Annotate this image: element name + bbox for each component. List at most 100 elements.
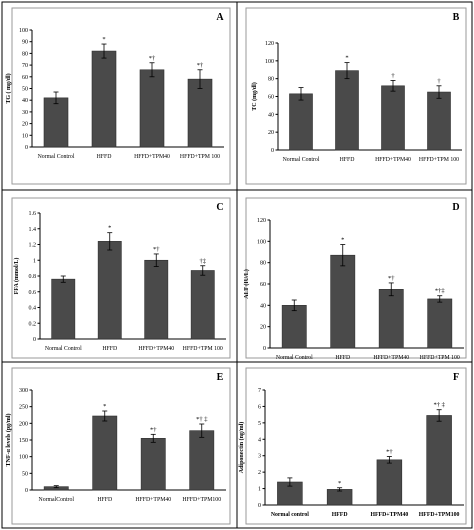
y-tick-label: 1.2 [29, 243, 37, 249]
y-axis-label: Adiponectin (ng/ml) [238, 422, 245, 474]
y-tick-label: 0.8 [29, 274, 37, 280]
bar [51, 278, 76, 340]
panel-label: A [216, 12, 224, 23]
y-tick-label: 100 [19, 28, 28, 34]
significance-marker: † [391, 72, 395, 79]
significance-marker: * [102, 36, 105, 43]
y-tick-label: 20 [22, 122, 28, 128]
significance-marker: * [338, 480, 341, 487]
significance-marker: *† [149, 55, 156, 62]
chart-panel-f: F 0 1 2 3 4 5 6 7 Adiponectin (ng/ml) Normal contr… [236, 361, 473, 529]
y-tick-label: 300 [19, 388, 28, 394]
y-axis-label: TNF-α levels (pg/ml) [5, 413, 12, 466]
x-tick-label: HFFD+TPM40 [138, 346, 174, 352]
bar [376, 459, 403, 506]
significance-marker: *† [150, 426, 157, 433]
bar [144, 259, 169, 340]
y-tick-label: 0 [25, 488, 28, 494]
y-tick-label: 0.6 [29, 290, 37, 296]
significance-marker: * [103, 403, 106, 410]
y-tick-label: 120 [265, 41, 274, 47]
x-tick-label: HFFD+TPM40 [373, 355, 409, 361]
plot-area [11, 367, 231, 525]
panel-label: C [216, 202, 223, 213]
y-tick-label: 0 [263, 346, 266, 352]
y-axis-label: FFA (mmol/L) [13, 258, 20, 295]
bar [91, 50, 117, 148]
y-tick-label: 0 [25, 145, 28, 151]
significance-marker: *†‡ [435, 288, 446, 295]
x-tick-label: HFFD+TPM 100 [420, 355, 460, 361]
y-tick-label: 0.4 [29, 306, 37, 312]
y-tick-label: 20 [268, 130, 274, 136]
y-tick-label: 100 [257, 239, 266, 245]
y-tick-label: 60 [22, 75, 28, 81]
y-axis-label: TC (mg/dl) [251, 82, 258, 111]
y-tick-label: 50 [22, 471, 28, 477]
y-tick-label: 80 [268, 77, 274, 83]
significance-marker: * [341, 237, 344, 244]
plot-area [245, 197, 467, 359]
x-tick-label: HFFD+TPM100 [419, 512, 460, 518]
bar [139, 69, 165, 148]
bar [427, 298, 453, 349]
chart-panel-b: B 0 20 40 60 80 100 120 TC (mg/dl) Normal Control… [236, 1, 473, 191]
bar [335, 70, 359, 151]
y-tick-label: 4 [258, 437, 261, 443]
x-tick-label: NormalControl [39, 497, 75, 503]
bar [426, 415, 452, 506]
y-tick-label: 2 [258, 470, 261, 476]
chart-panel-a: A 0 10 20 30 40 50 60 70 80 90 100 TG ( mg/dl) Normal… [1, 1, 238, 191]
panel-label: B [453, 12, 460, 23]
y-tick-label: 10 [22, 133, 28, 139]
y-tick-label: 60 [268, 95, 274, 101]
y-tick-label: 60 [260, 282, 266, 288]
y-tick-label: 250 [19, 405, 28, 411]
bar [187, 78, 213, 148]
y-tick-label: 150 [19, 438, 28, 444]
plot-area [11, 7, 231, 185]
bar [189, 430, 215, 491]
bar [326, 489, 353, 506]
significance-marker: † [437, 78, 441, 85]
significance-marker: *† ‡ [433, 402, 445, 409]
x-tick-label: Normal Control [38, 154, 75, 160]
y-tick-label: 70 [22, 63, 28, 69]
x-tick-label: Normal control [271, 512, 309, 518]
significance-marker: *† [388, 275, 395, 282]
y-tick-label: 40 [260, 303, 266, 309]
x-tick-label: Normal Control [45, 346, 82, 352]
x-tick-label: HFFD [335, 355, 350, 361]
bar [289, 93, 313, 151]
y-tick-label: 40 [268, 112, 274, 118]
bar [330, 254, 356, 349]
significance-marker: *† [153, 246, 160, 253]
bar [140, 438, 166, 491]
y-tick-label: 3 [258, 454, 261, 460]
x-tick-label: HFFD+TPM 100 [180, 154, 220, 160]
significance-marker: *† [197, 62, 204, 69]
panel-label: F [453, 372, 459, 383]
y-tick-label: 40 [22, 98, 28, 104]
plot-area [11, 197, 231, 359]
panel-label: D [452, 202, 459, 213]
x-tick-label: HFFD [102, 346, 117, 352]
chart-panel-e: E 0 50 100 150 200 250 300 TNF-α levels (pg/ml) N… [1, 361, 238, 529]
y-axis-label: ALT (IU/L) [243, 269, 250, 299]
bar [43, 97, 69, 148]
bar [97, 241, 122, 340]
y-tick-label: 80 [22, 51, 28, 57]
x-tick-label: HFFD [97, 154, 112, 160]
bar [190, 270, 215, 340]
chart-panel-d: D 0 20 40 60 80 100 120 ALT (IU/L) Normal Control… [236, 189, 473, 363]
y-axis-label: TG ( mg/dl) [5, 73, 12, 103]
y-tick-label: 0 [33, 337, 36, 343]
y-tick-label: 7 [258, 388, 261, 394]
y-tick-label: 1 [258, 487, 261, 493]
plot-area [245, 367, 467, 525]
x-tick-label: HFFD+TPM40 [135, 497, 171, 503]
bar [378, 289, 404, 349]
panel-label: E [217, 372, 224, 383]
y-tick-label: 5 [258, 421, 261, 427]
y-tick-label: 100 [265, 59, 274, 65]
